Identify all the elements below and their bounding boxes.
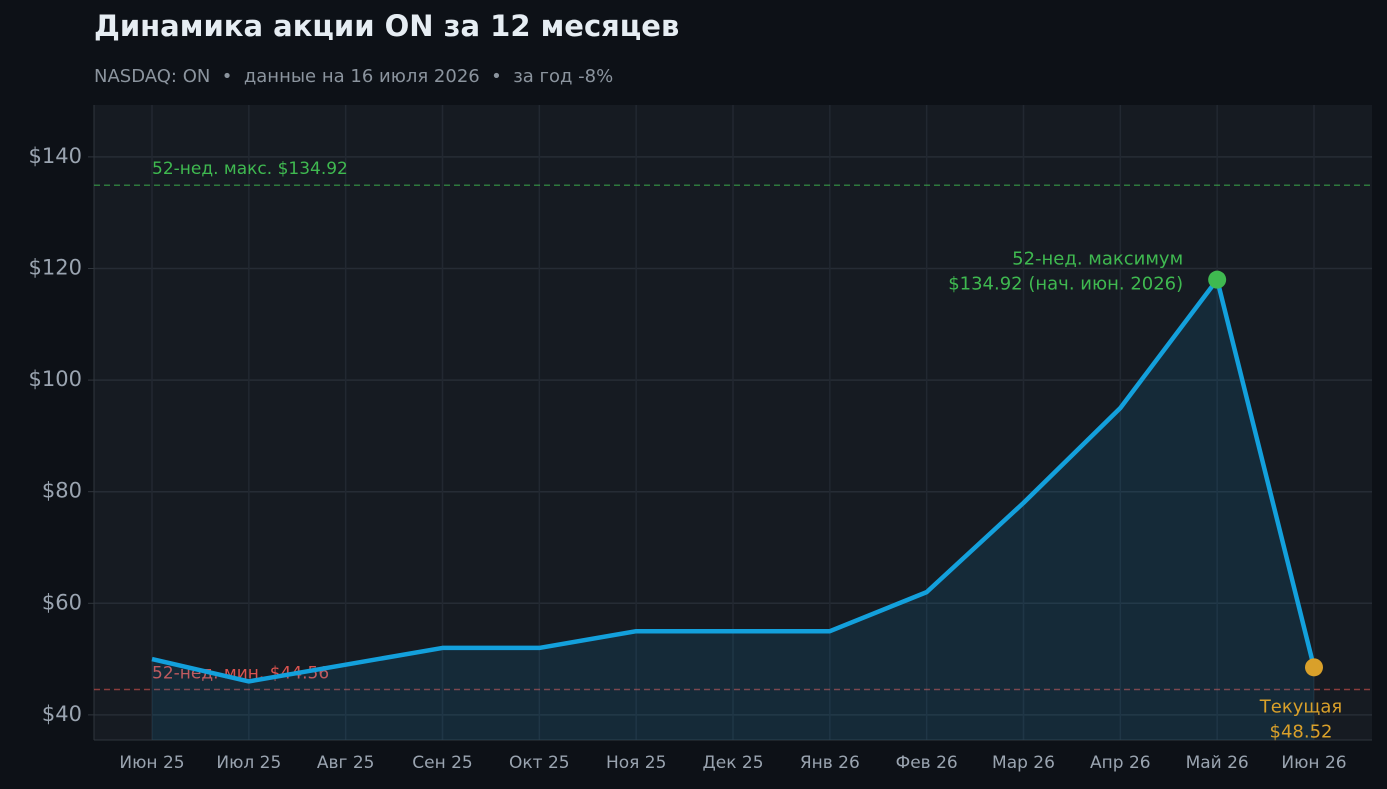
x-tick-label: Ноя 25 (606, 753, 666, 773)
y-tick-label: $60 (42, 590, 82, 614)
x-tick-label: Июл 25 (216, 753, 281, 773)
x-tick-label: Май 26 (1186, 753, 1249, 773)
y-tick-label: $140 (29, 144, 82, 168)
x-tick-label: Дек 25 (702, 753, 763, 773)
x-tick-label: Янв 26 (800, 753, 860, 773)
y-tick-label: $80 (42, 479, 82, 503)
x-tick-label: Июн 25 (119, 753, 184, 773)
y-tick-label: $120 (29, 255, 82, 279)
y-tick-label: $100 (29, 367, 82, 391)
area (152, 279, 1314, 740)
chart-title: Динамика акции ON за 12 месяцев (94, 9, 679, 43)
x-tick-label: Сен 25 (412, 753, 472, 773)
reference-label: 52-нед. макс. $134.92 (152, 159, 348, 179)
highlight-point (1208, 270, 1227, 289)
annotation-text: $134.92 (нач. июн. 2026) (948, 274, 1183, 295)
x-tick-label: Июн 26 (1281, 753, 1346, 773)
x-tick-label: Окт 25 (509, 753, 570, 773)
y-tick-label: $40 (42, 702, 82, 726)
highlight-point (1305, 658, 1323, 677)
annotation-text: 52-нед. максимум (1012, 249, 1183, 270)
annotation-text: Текущая (1259, 696, 1342, 717)
x-tick-label: Мар 26 (992, 753, 1055, 773)
chart-subtitle: NASDAQ: ON • данные на 16 июля 2026 • за… (94, 66, 613, 87)
annotation-text: $48.52 (1270, 721, 1333, 742)
x-tick-label: Фев 26 (896, 753, 958, 773)
price-line (151, 277, 1317, 684)
x-tick-label: Апр 26 (1090, 753, 1151, 773)
x-tick-label: Авг 25 (317, 753, 375, 773)
